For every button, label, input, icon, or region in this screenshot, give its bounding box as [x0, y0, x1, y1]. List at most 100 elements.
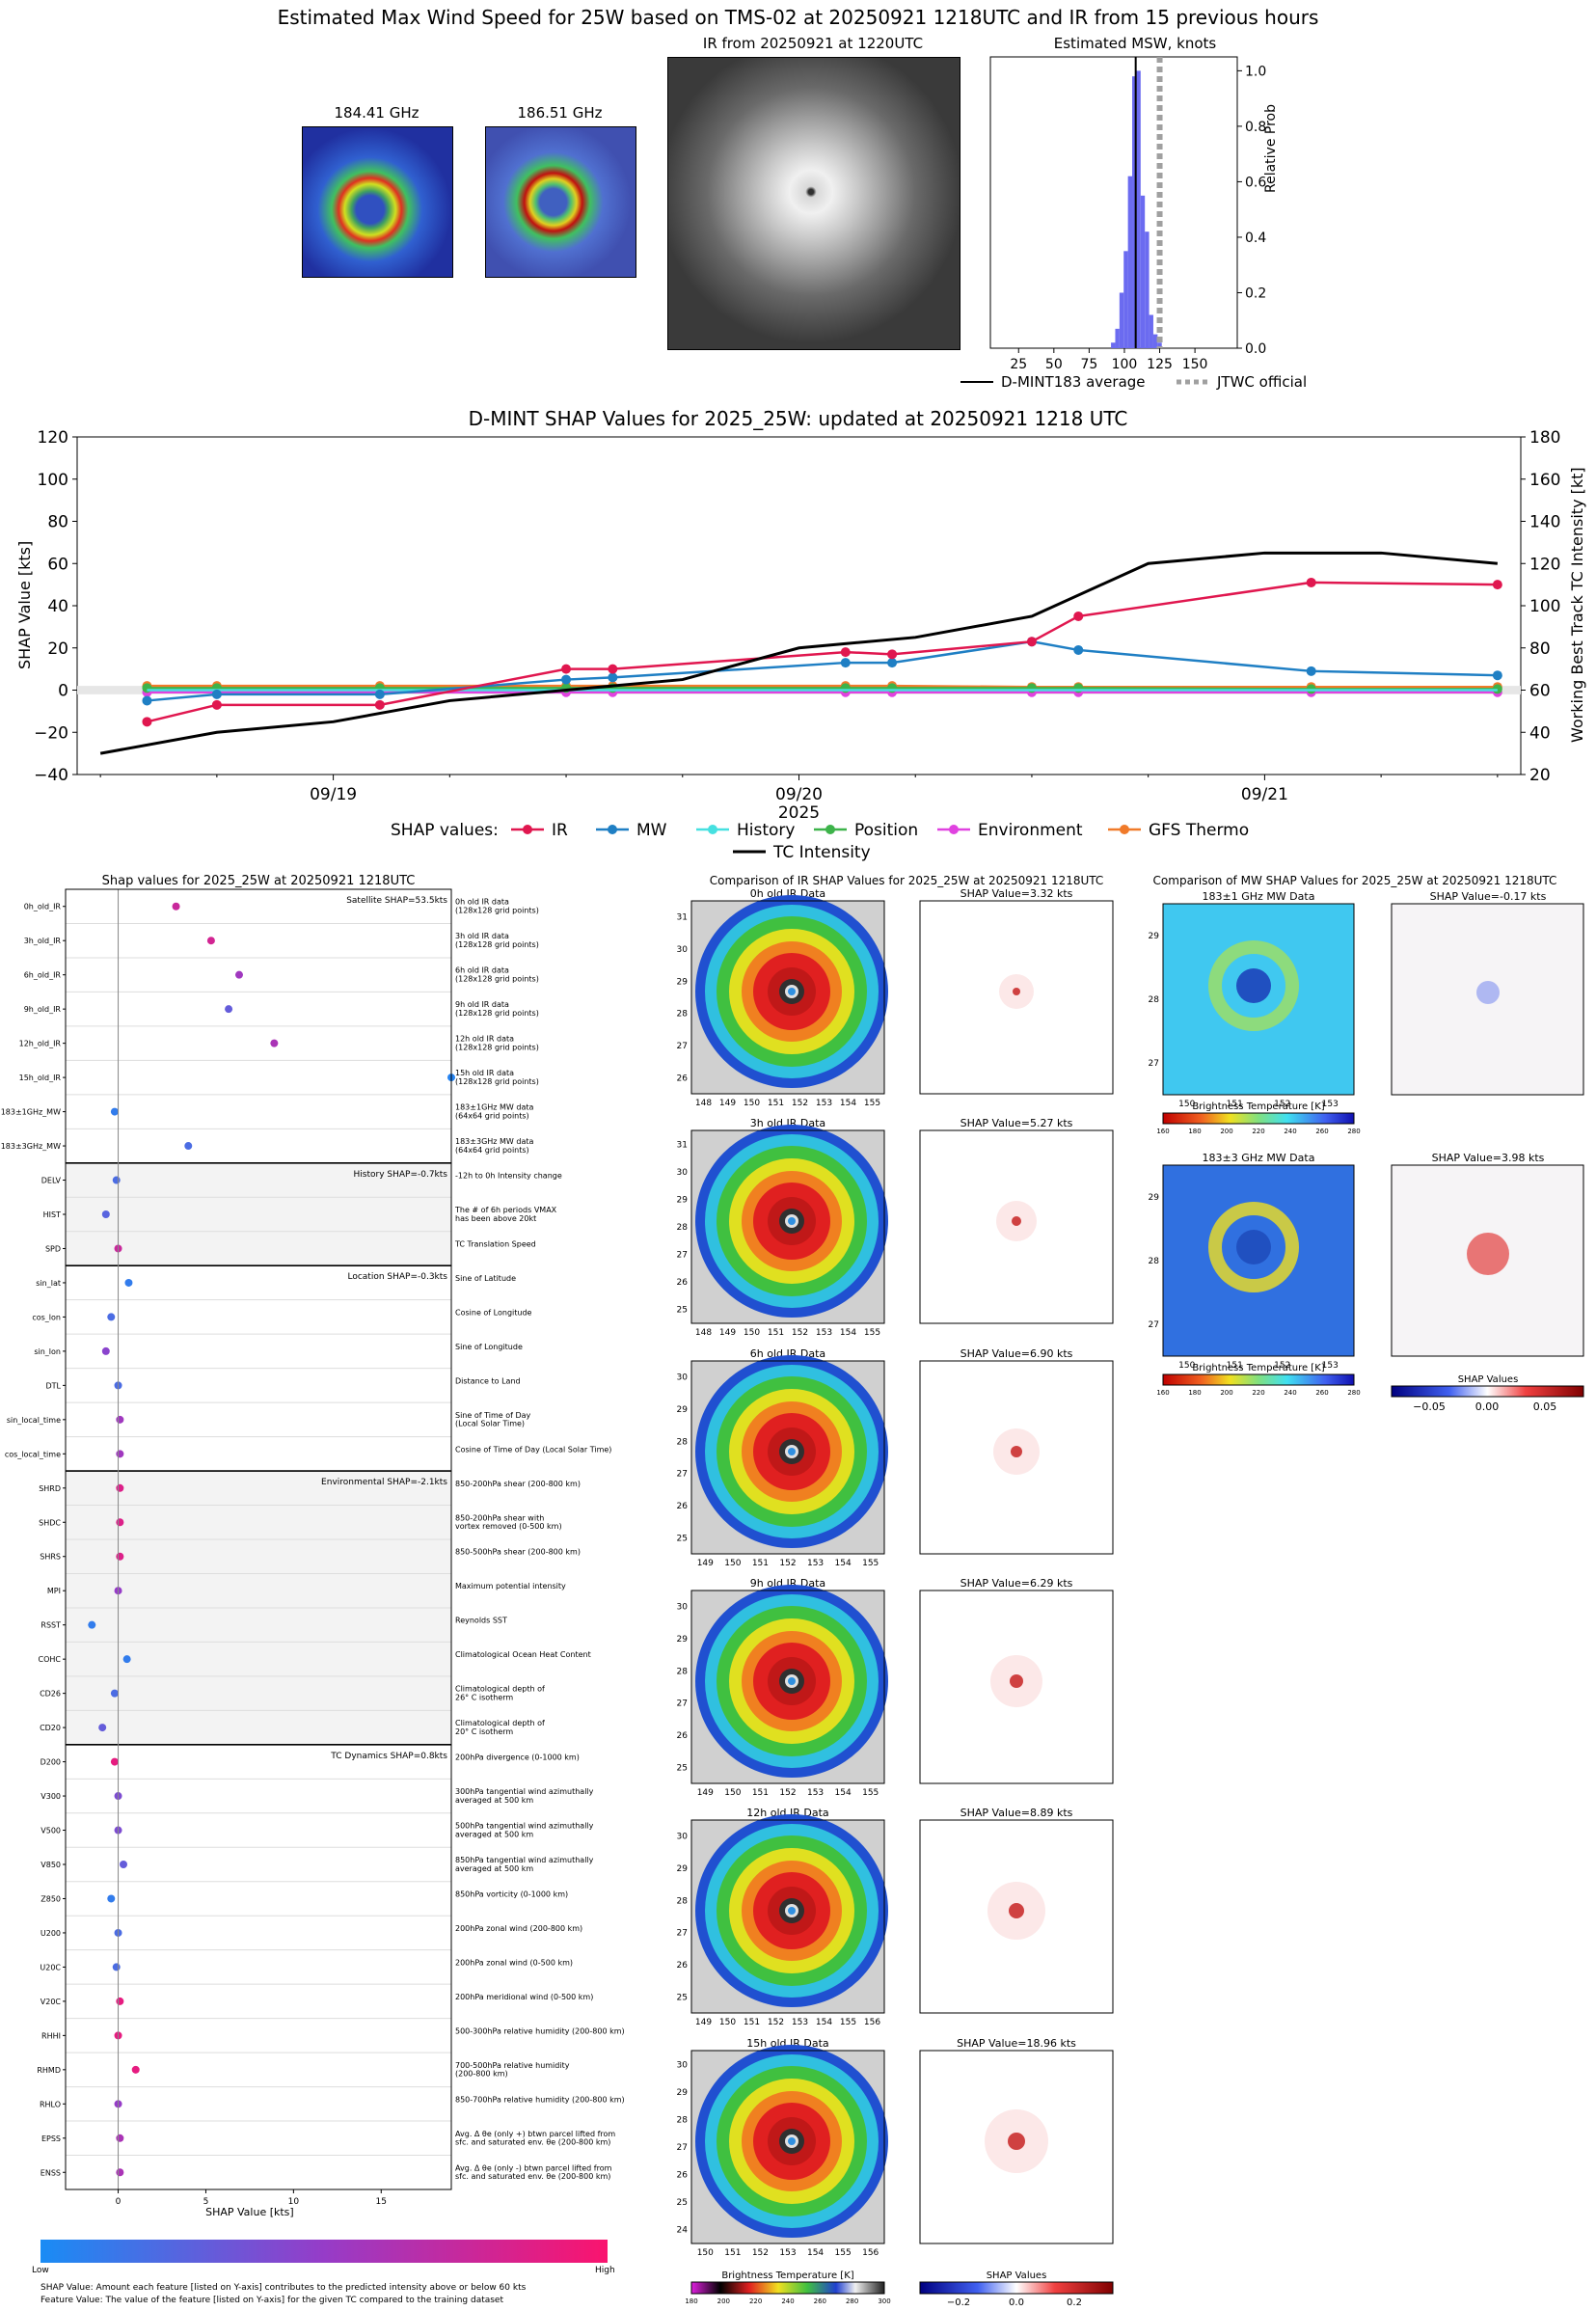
ir-bt-label: Brightness Temperature [K]	[721, 2270, 853, 2281]
feature-xlabel: SHAP Value [kts]	[205, 2206, 294, 2218]
feature-description: Reynolds SST	[455, 1617, 507, 1625]
mw-shap-tick: 0.00	[1475, 1400, 1500, 1413]
ir-shap-label: SHAP Values	[987, 2270, 1047, 2281]
x-tick-label: 09/20	[775, 785, 823, 804]
series-point-ir	[561, 664, 572, 674]
msw-hist-bar	[1132, 76, 1137, 348]
ir-panel-x-tick-label: 152	[768, 2018, 784, 2027]
mw-bt-tick: 280	[1347, 1128, 1360, 1135]
feature-name: V500	[41, 1827, 61, 1835]
feature-group-label: Satellite SHAP=53.5kts	[346, 896, 447, 906]
ir-temperature-band	[788, 1217, 796, 1225]
x-tick-label: 09/19	[310, 785, 357, 804]
ir-bt-tick: 240	[781, 2297, 794, 2305]
ir-panel-x-tick-label: 149	[695, 2018, 712, 2027]
series-point-mw	[142, 695, 152, 706]
ir-panel-y-tick-label: 29	[677, 1195, 689, 1205]
mw-bt-label: Brightness Temperature [K]	[1192, 1101, 1324, 1112]
left-y-tick-label: 120	[38, 428, 68, 448]
feature-name: COHC	[39, 1655, 62, 1664]
ir-panel-x-tick-label: 154	[840, 1328, 856, 1338]
mw-bt-tick: 160	[1156, 1389, 1169, 1397]
feature-name: SHDC	[39, 1518, 61, 1527]
feature-shap-dot	[124, 1278, 133, 1287]
ir-temperature-band	[788, 988, 796, 995]
legend-swatch-marker	[523, 825, 532, 834]
ir-panel-x-tick-label: 148	[695, 1328, 712, 1338]
mw-panel-x-tick-label: 150	[1178, 1361, 1195, 1371]
mw-panel-x-tick-label: 152	[1274, 1361, 1290, 1371]
ir-panel-y-tick-label: 26	[677, 1074, 689, 1083]
feature-group-label: Location SHAP=-0.3kts	[347, 1272, 447, 1282]
ir-shap-colorbar	[919, 2281, 1114, 2295]
feature-shap-dot	[225, 1005, 233, 1014]
ir-panel-y-tick-label: 28	[677, 1437, 689, 1447]
ir-panel-y-tick-label: 27	[677, 1470, 688, 1480]
ir-shap-title: SHAP Value=3.32 kts	[960, 887, 1073, 900]
mw-shap-tick: 0.05	[1533, 1400, 1557, 1413]
legend-item-label: GFS Thermo	[1149, 821, 1249, 840]
feature-name: 183±3GHz_MW	[1, 1142, 61, 1151]
feature-description: 850hPa vorticity (0-1000 km)	[455, 1890, 568, 1898]
ir-panel-x-tick-label: 153	[779, 2248, 796, 2258]
msw-y-tick-label: 0.6	[1245, 175, 1266, 190]
series-point-ir	[887, 649, 898, 660]
ir-panel-x-tick-label: 152	[752, 2248, 769, 2258]
legend-swatch-marker	[1120, 825, 1129, 834]
ir-panel-y-tick-label: 28	[677, 1896, 689, 1906]
feature-name: SHRD	[39, 1484, 61, 1493]
feature-name: SPD	[45, 1244, 61, 1253]
msw-hist-bar	[1157, 342, 1162, 348]
mw-bt-tick: 220	[1252, 1128, 1264, 1135]
ir-shap-image-hotspot	[1010, 1674, 1023, 1688]
feature-name: CD20	[40, 1724, 61, 1732]
ir-shap-tick: 0.2	[1067, 2297, 1082, 2308]
ir-shap-image	[919, 1129, 1114, 1324]
ir-panel-y-tick-label: 28	[677, 1223, 689, 1233]
feature-name: V20C	[41, 1998, 62, 2006]
ir-panel-y-tick-label: 27	[677, 1251, 688, 1261]
mw-compare-title: Comparison of MW SHAP Values for 2025_25…	[1152, 874, 1557, 887]
right-y-tick-label: 100	[1529, 597, 1560, 616]
ir-panel-x-tick-label: 152	[792, 1328, 808, 1338]
mw-bt-colorbar	[1162, 1112, 1355, 1125]
ir-temperature-band	[788, 2137, 796, 2145]
feature-x-tick-label: 15	[376, 2197, 387, 2207]
ir-panel-image	[690, 1355, 888, 1555]
ir-panel-y-tick-label: 26	[677, 1278, 689, 1288]
ir-satellite-image	[667, 57, 960, 350]
mw-bt-tick: 160	[1156, 1128, 1169, 1135]
ir-shap-title: SHAP Value=6.90 kts	[960, 1347, 1073, 1360]
series-point-mw	[608, 672, 618, 683]
ir-panel-y-tick-label: 29	[677, 977, 689, 987]
ir-panel-frame	[690, 1360, 885, 1555]
series-point-mw	[1073, 644, 1084, 655]
feature-shap-dot	[107, 1894, 116, 1903]
mw-image-186	[485, 126, 636, 278]
feature-name: RHHI	[41, 2031, 61, 2040]
ir-panel-image	[690, 2045, 888, 2244]
series-point-mw	[887, 658, 898, 668]
mw-panel-y-tick-label: 28	[1149, 995, 1160, 1005]
msw-hist-bar	[1152, 334, 1158, 348]
mw-panel-title: 183±3 GHz MW Data	[1203, 1152, 1315, 1164]
msw-plot-frame	[989, 56, 1238, 349]
ir-bt-tick: 220	[749, 2297, 762, 2305]
ir-panel-x-tick-label: 155	[835, 2248, 852, 2258]
legend-tc-label: TC Intensity	[772, 843, 871, 862]
feature-description: Climatological Ocean Heat Content	[455, 1650, 591, 1659]
mw-shap-hotspot	[1467, 1233, 1509, 1275]
ir-bt-tick: 180	[685, 2297, 697, 2305]
series-point-ir	[608, 664, 618, 674]
mw-panel-y-tick-label: 29	[1149, 1193, 1160, 1203]
feature-name: RHMD	[37, 2066, 61, 2075]
feature-name: RHLO	[40, 2100, 61, 2108]
feature-description: Climatological depth of 20° C isotherm	[455, 1719, 545, 1736]
ir-panel-y-tick-label: 30	[677, 1833, 689, 1842]
mw2-label: 186.51 GHz	[517, 104, 603, 122]
feature-shap-dot	[120, 1861, 127, 1868]
ir-panel-y-tick-label: 26	[677, 1731, 689, 1741]
feature-name: MPI	[47, 1587, 61, 1595]
feature-description: Cosine of Time of Day (Local Solar Time)	[455, 1445, 611, 1454]
ir-panel-x-tick-label: 152	[792, 1099, 808, 1108]
